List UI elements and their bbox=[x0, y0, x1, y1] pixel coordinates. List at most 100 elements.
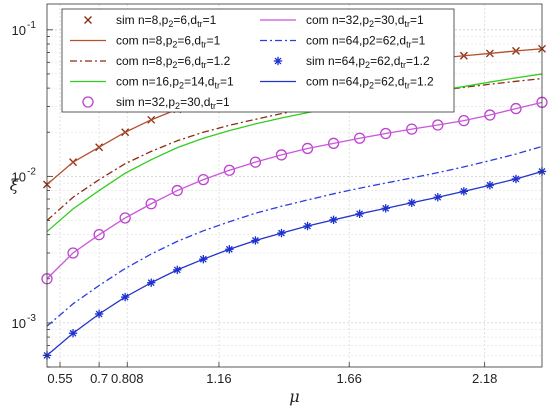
legend-text-part: =30,d bbox=[374, 13, 404, 27]
y-axis-label: ξ bbox=[10, 176, 20, 195]
legend-subscript: 2 bbox=[172, 60, 177, 70]
legend-subscript: 2 bbox=[179, 81, 184, 91]
plot-frame bbox=[46, 3, 543, 368]
legend-label: com n=32,p2=30,dtr=1 bbox=[306, 13, 424, 29]
legend-item-sim-8: sim n=8,p2=6,dtr=1 bbox=[84, 13, 217, 29]
x-tick-label: 0.7 bbox=[90, 371, 108, 386]
legend-subscript: tr bbox=[197, 19, 203, 29]
series-com-64-1.2 bbox=[46, 170, 543, 356]
series-sim-32 bbox=[41, 96, 548, 285]
legend-text-part: =1.2 bbox=[207, 54, 231, 68]
y-tick-exponent: -1 bbox=[27, 20, 36, 31]
legend-text-part: =6,d bbox=[177, 34, 201, 48]
data-point bbox=[145, 198, 157, 210]
legend-text-part: =1 bbox=[203, 13, 217, 27]
y-tick-exponent: -2 bbox=[27, 166, 36, 177]
data-point bbox=[223, 164, 236, 176]
legend-text-part: com n=8,p bbox=[116, 34, 173, 48]
legend-text-part: com n=64,p2=62,d bbox=[306, 34, 406, 48]
legend-subscript: 2 bbox=[369, 81, 374, 91]
data-point bbox=[327, 137, 340, 149]
legend-subscript: tr bbox=[210, 101, 216, 111]
x-tick-label: 0.808 bbox=[111, 371, 144, 386]
data-point bbox=[484, 109, 496, 121]
x-tick-label: 1.66 bbox=[337, 371, 362, 386]
legend-text-part: com n=16,p bbox=[116, 75, 179, 89]
legend-text-part: =1 bbox=[220, 75, 234, 89]
legend-label: com n=64,p2=62,dtr=1.2 bbox=[306, 75, 434, 91]
legend-label: com n=16,p2=14,dtr=1 bbox=[116, 75, 234, 91]
legend-subscript: 2 bbox=[168, 19, 173, 29]
data-point bbox=[67, 247, 79, 259]
data-point bbox=[406, 123, 418, 135]
legend-subscript: 2 bbox=[369, 19, 374, 29]
x-tick-label: 1.16 bbox=[206, 371, 231, 386]
legend-text-part: =1 bbox=[207, 34, 221, 48]
legend-label: com n=8,p2=6,dtr=1 bbox=[116, 34, 221, 50]
y-tick-label: 10 -2 bbox=[12, 166, 37, 184]
legend-item-com-16: com n=16,p2=14,dtr=1 bbox=[70, 75, 234, 91]
data-point bbox=[275, 149, 288, 161]
legend-subscript: 2 bbox=[175, 101, 180, 111]
data-point bbox=[93, 229, 105, 241]
data-point bbox=[458, 114, 470, 127]
data-point bbox=[353, 132, 366, 144]
legend-text-part: =62,d bbox=[370, 54, 400, 68]
series-line bbox=[46, 73, 543, 233]
legend-text-part: sim n=64,p bbox=[306, 54, 365, 68]
series-com-16 bbox=[46, 73, 543, 233]
legend-text-part: =6,d bbox=[173, 13, 197, 27]
legend-text-part: com n=64,p bbox=[306, 75, 369, 89]
legend-subscript: tr bbox=[201, 60, 207, 70]
legend-subscript: tr bbox=[214, 81, 220, 91]
legend-item-com-64-1: com n=64,p2=62,dtr=1 bbox=[260, 34, 426, 50]
data-point bbox=[197, 173, 209, 186]
legend-text-part: =1 bbox=[216, 95, 230, 109]
legend-item-sim-32: sim n=32,p2=30,dtr=1 bbox=[82, 95, 230, 111]
legend-text-part: =6,d bbox=[177, 54, 201, 68]
legend-text-part: sim n=8,p bbox=[116, 13, 169, 27]
legend-text-part: =62,d bbox=[374, 75, 404, 89]
legend-subscript: tr bbox=[404, 81, 410, 91]
legend-label: com n=8,p2=6,dtr=1.2 bbox=[116, 54, 231, 70]
legend-text-part: =1.2 bbox=[410, 75, 434, 89]
data-point bbox=[301, 142, 314, 155]
data-point bbox=[249, 156, 262, 168]
x-tick-label: 2.18 bbox=[472, 371, 497, 386]
x-axis: 0.55 0.7 0.808 1.16 1.66 2.18 bbox=[47, 362, 497, 386]
data-point bbox=[119, 212, 131, 224]
y-tick-base: 10 bbox=[12, 169, 26, 184]
legend-label: sim n=64,p2=62,dtr=1.2 bbox=[306, 54, 430, 70]
y-tick-exponent: -3 bbox=[27, 313, 36, 324]
y-tick-base: 10 bbox=[12, 23, 26, 38]
legend-subscript: 2 bbox=[365, 60, 370, 70]
legend-label: com n=64,p2=62,dtr=1 bbox=[306, 34, 426, 50]
data-point bbox=[432, 119, 444, 131]
legend-subscript: tr bbox=[201, 40, 207, 50]
series-line bbox=[46, 101, 543, 280]
legend-text-part: =14,d bbox=[184, 75, 214, 89]
x-axis-label: μ bbox=[289, 387, 299, 406]
legend-text-part: com n=8,p bbox=[116, 54, 173, 68]
data-point bbox=[510, 102, 522, 115]
legend-subscript: tr bbox=[404, 19, 410, 29]
legend-swatch bbox=[82, 96, 94, 108]
legend-subscript: tr bbox=[406, 40, 412, 50]
legend-label: sim n=32,p2=30,dtr=1 bbox=[116, 95, 230, 111]
legend-subscript: 2 bbox=[172, 40, 177, 50]
legend-text-part: =1.2 bbox=[406, 54, 430, 68]
y-axis: 10-310-210-1 bbox=[12, 20, 37, 331]
y-tick-label: 10 -3 bbox=[12, 313, 37, 331]
legend-item-sim-64: sim n=64,p2=62,dtr=1.2 bbox=[273, 54, 430, 70]
y-tick-label: 10 -1 bbox=[12, 20, 37, 38]
legend-swatch bbox=[273, 56, 283, 66]
legend-text-part: =1 bbox=[412, 34, 426, 48]
legend-label: sim n=8,p2=6,dtr=1 bbox=[116, 13, 217, 29]
legend-item-com-32: com n=32,p2=30,dtr=1 bbox=[260, 13, 424, 29]
y-tick-base: 10 bbox=[12, 316, 26, 331]
legend-text-part: com n=32,p bbox=[306, 13, 369, 27]
legend-text-part: =1 bbox=[410, 13, 424, 27]
legend-box bbox=[61, 8, 455, 113]
legend-text-part: sim n=32,p bbox=[116, 95, 175, 109]
